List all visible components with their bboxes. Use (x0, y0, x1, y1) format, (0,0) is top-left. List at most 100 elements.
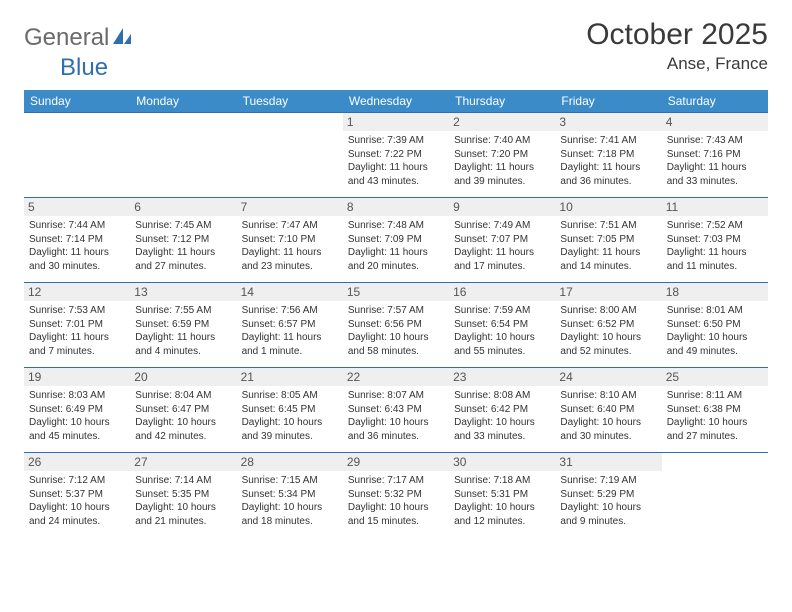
sunset-label: Sunset: 5:32 PM (348, 488, 444, 502)
day-details: Sunrise: 7:19 AMSunset: 5:29 PMDaylight:… (560, 474, 656, 528)
day-cell: 11Sunrise: 7:52 AMSunset: 7:03 PMDayligh… (662, 198, 768, 283)
daylight-label: Daylight: 10 hours and 39 minutes. (242, 416, 338, 443)
sail-icon (111, 26, 133, 51)
daylight-label: Daylight: 10 hours and 42 minutes. (135, 416, 231, 443)
day-cell: 3 Sunrise: 7:41 AMSunset: 7:18 PMDaylight… (555, 113, 661, 198)
day-cell: 27 Sunrise: 7:14 AMSunset: 5:35 PMDayligh… (130, 453, 236, 538)
sunset-label: Sunset: 6:56 PM (348, 318, 444, 332)
day-details: Sunrise: 7:48 AMSunset: 7:09 PMDaylight:… (348, 219, 444, 273)
daylight-label: Daylight: 11 hours and 14 minutes. (560, 246, 656, 273)
day-cell (237, 113, 343, 198)
sunrise-label: Sunrise: 7:18 AM (454, 474, 550, 488)
sunrise-label: Sunrise: 8:10 AM (560, 389, 656, 403)
dow-friday: Friday (555, 90, 661, 113)
sunrise-label: Sunrise: 7:45 AM (135, 219, 231, 233)
brand-part1: General (24, 24, 109, 52)
day-details: Sunrise: 7:44 AMSunset: 7:14 PMDaylight:… (29, 219, 125, 273)
day-cell: 29Sunrise: 7:17 AMSunset: 5:32 PMDayligh… (343, 453, 449, 538)
sunset-label: Sunset: 7:01 PM (29, 318, 125, 332)
sunrise-label: Sunrise: 7:59 AM (454, 304, 550, 318)
day-number: 17 (555, 283, 661, 301)
daylight-label: Daylight: 10 hours and 55 minutes. (454, 331, 550, 358)
daylight-label: Daylight: 11 hours and 43 minutes. (348, 161, 444, 188)
day-details: Sunrise: 7:59 AMSunset: 6:54 PMDaylight:… (454, 304, 550, 358)
daylight-label: Daylight: 11 hours and 4 minutes. (135, 331, 231, 358)
day-cell: 9Sunrise: 7:49 AMSunset: 7:07 PMDaylight… (449, 198, 555, 283)
daylight-label: Daylight: 10 hours and 24 minutes. (29, 501, 125, 528)
daylight-label: Daylight: 11 hours and 11 minutes. (667, 246, 763, 273)
day-cell: 17 Sunrise: 8:00 AMSunset: 6:52 PMDayligh… (555, 283, 661, 368)
day-details: Sunrise: 8:01 AMSunset: 6:50 PMDaylight:… (667, 304, 763, 358)
sunrise-label: Sunrise: 7:44 AM (29, 219, 125, 233)
day-cell: 5Sunrise: 7:44 AMSunset: 7:14 PMDaylight… (24, 198, 130, 283)
daylight-label: Daylight: 10 hours and 49 minutes. (667, 331, 763, 358)
day-details: Sunrise: 7:14 AMSunset: 5:35 PMDaylight:… (135, 474, 231, 528)
day-number: 29 (343, 453, 449, 471)
day-number: 1 (343, 113, 449, 131)
day-details: Sunrise: 7:43 AMSunset: 7:16 PMDaylight:… (667, 134, 763, 188)
day-number: 23 (449, 368, 555, 386)
day-number: 31 (555, 453, 661, 471)
location-label: Anse, France (586, 54, 768, 74)
day-number: 19 (24, 368, 130, 386)
sunset-label: Sunset: 6:47 PM (135, 403, 231, 417)
sunset-label: Sunset: 5:29 PM (560, 488, 656, 502)
daylight-label: Daylight: 10 hours and 33 minutes. (454, 416, 550, 443)
sunset-label: Sunset: 6:38 PM (667, 403, 763, 417)
sunrise-label: Sunrise: 7:48 AM (348, 219, 444, 233)
month-title: October 2025 (586, 18, 768, 52)
day-details: Sunrise: 8:05 AMSunset: 6:45 PMDaylight:… (242, 389, 338, 443)
daylight-label: Daylight: 10 hours and 45 minutes. (29, 416, 125, 443)
week-row: 19 Sunrise: 8:03 AMSunset: 6:49 PMDayligh… (24, 368, 768, 453)
sunrise-label: Sunrise: 8:01 AM (667, 304, 763, 318)
day-details: Sunrise: 8:03 AMSunset: 6:49 PMDaylight:… (29, 389, 125, 443)
daylight-label: Daylight: 10 hours and 30 minutes. (560, 416, 656, 443)
day-number: 30 (449, 453, 555, 471)
day-details: Sunrise: 7:41 AMSunset: 7:18 PMDaylight:… (560, 134, 656, 188)
day-number: 21 (237, 368, 343, 386)
day-details: Sunrise: 7:18 AMSunset: 5:31 PMDaylight:… (454, 474, 550, 528)
sunset-label: Sunset: 7:18 PM (560, 148, 656, 162)
day-cell (662, 453, 768, 538)
day-cell (130, 113, 236, 198)
day-cell: 31 Sunrise: 7:19 AMSunset: 5:29 PMDayligh… (555, 453, 661, 538)
day-details: Sunrise: 8:00 AMSunset: 6:52 PMDaylight:… (560, 304, 656, 358)
day-number: 12 (24, 283, 130, 301)
sunset-label: Sunset: 5:34 PM (242, 488, 338, 502)
dow-saturday: Saturday (662, 90, 768, 113)
brand-part2: Blue (60, 54, 108, 81)
day-cell: 28Sunrise: 7:15 AMSunset: 5:34 PMDayligh… (237, 453, 343, 538)
day-number: 28 (237, 453, 343, 471)
day-details: Sunrise: 8:08 AMSunset: 6:42 PMDaylight:… (454, 389, 550, 443)
day-details: Sunrise: 7:47 AMSunset: 7:10 PMDaylight:… (242, 219, 338, 273)
sunrise-label: Sunrise: 7:53 AM (29, 304, 125, 318)
dow-thursday: Thursday (449, 90, 555, 113)
daylight-label: Daylight: 11 hours and 27 minutes. (135, 246, 231, 273)
sunrise-label: Sunrise: 7:17 AM (348, 474, 444, 488)
day-number: 27 (130, 453, 236, 471)
day-number: 10 (555, 198, 661, 216)
daylight-label: Daylight: 11 hours and 33 minutes. (667, 161, 763, 188)
sunset-label: Sunset: 6:54 PM (454, 318, 550, 332)
sunrise-label: Sunrise: 7:56 AM (242, 304, 338, 318)
day-number: 6 (130, 198, 236, 216)
day-number: 25 (662, 368, 768, 386)
day-details: Sunrise: 7:52 AMSunset: 7:03 PMDaylight:… (667, 219, 763, 273)
day-number: 3 (555, 113, 661, 131)
dow-tuesday: Tuesday (237, 90, 343, 113)
sunset-label: Sunset: 6:40 PM (560, 403, 656, 417)
day-details: Sunrise: 7:45 AMSunset: 7:12 PMDaylight:… (135, 219, 231, 273)
day-details: Sunrise: 8:04 AMSunset: 6:47 PMDaylight:… (135, 389, 231, 443)
sunrise-label: Sunrise: 8:11 AM (667, 389, 763, 403)
sunset-label: Sunset: 5:31 PM (454, 488, 550, 502)
daylight-label: Daylight: 10 hours and 12 minutes. (454, 501, 550, 528)
day-number: 2 (449, 113, 555, 131)
sunset-label: Sunset: 7:16 PM (667, 148, 763, 162)
sunset-label: Sunset: 7:20 PM (454, 148, 550, 162)
sunrise-label: Sunrise: 7:51 AM (560, 219, 656, 233)
sunrise-label: Sunrise: 7:12 AM (29, 474, 125, 488)
day-cell: 30 Sunrise: 7:18 AMSunset: 5:31 PMDayligh… (449, 453, 555, 538)
week-row: 26Sunrise: 7:12 AMSunset: 5:37 PMDayligh… (24, 453, 768, 538)
sunrise-label: Sunrise: 7:47 AM (242, 219, 338, 233)
daylight-label: Daylight: 11 hours and 39 minutes. (454, 161, 550, 188)
